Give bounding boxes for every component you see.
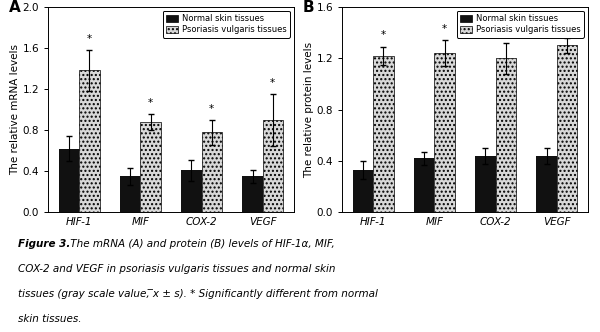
Bar [557, 45, 577, 212]
Bar [373, 55, 394, 212]
Text: *: * [381, 30, 386, 41]
Bar [140, 122, 161, 212]
Bar [475, 156, 496, 212]
Bar [353, 170, 373, 212]
Text: *: * [564, 21, 569, 31]
Bar [434, 53, 455, 212]
Text: COX-2 and VEGF in psoriasis vulgaris tissues and normal skin: COX-2 and VEGF in psoriasis vulgaris tis… [18, 264, 335, 274]
Bar [120, 177, 140, 212]
Bar [202, 132, 222, 212]
Text: *: * [442, 24, 447, 34]
Text: *: * [503, 27, 508, 37]
Text: Figure 3.: Figure 3. [18, 239, 70, 249]
Bar [59, 149, 79, 212]
Text: *: * [209, 104, 214, 114]
Text: B: B [302, 0, 314, 16]
Text: *: * [148, 98, 153, 108]
Text: tissues (gray scale value, ̅x ± s). * Significantly different from normal: tissues (gray scale value, ̅x ± s). * Si… [18, 289, 378, 299]
Legend: Normal skin tissues, Psoriasis vulgaris tissues: Normal skin tissues, Psoriasis vulgaris … [163, 11, 290, 38]
Bar [536, 156, 557, 212]
Bar [79, 70, 100, 212]
Bar [263, 120, 283, 212]
Bar [181, 170, 202, 212]
Text: A: A [8, 0, 20, 16]
Bar [242, 177, 263, 212]
Text: skin tissues.: skin tissues. [18, 314, 82, 324]
Bar [496, 58, 516, 212]
Text: The mRNA (A) and protein (B) levels of HIF-1α, MIF,: The mRNA (A) and protein (B) levels of H… [67, 239, 335, 249]
Bar [414, 158, 434, 212]
Legend: Normal skin tissues, Psoriasis vulgaris tissues: Normal skin tissues, Psoriasis vulgaris … [457, 11, 584, 38]
Y-axis label: The relative protein levels: The relative protein levels [304, 42, 314, 178]
Text: *: * [87, 34, 92, 44]
Text: *: * [270, 78, 275, 88]
Y-axis label: The relative mRNA levels: The relative mRNA levels [10, 44, 20, 175]
